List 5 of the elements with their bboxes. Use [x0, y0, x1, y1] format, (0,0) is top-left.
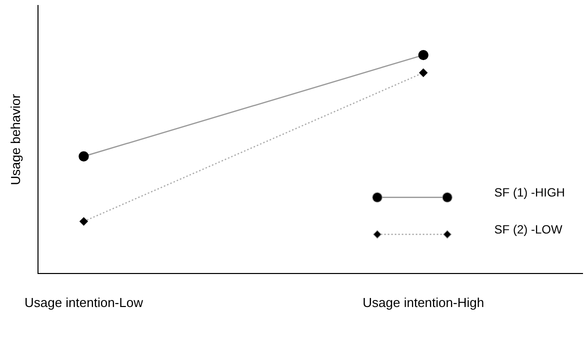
y-axis-title: Usage behavior	[8, 93, 24, 186]
text: SF (1) -HIGH	[494, 186, 565, 200]
text: SF (2) -LOW	[494, 222, 563, 237]
x-tick-label: Usage intention-High	[362, 294, 484, 310]
x-tick-label: Usage intention-Low	[24, 294, 144, 310]
